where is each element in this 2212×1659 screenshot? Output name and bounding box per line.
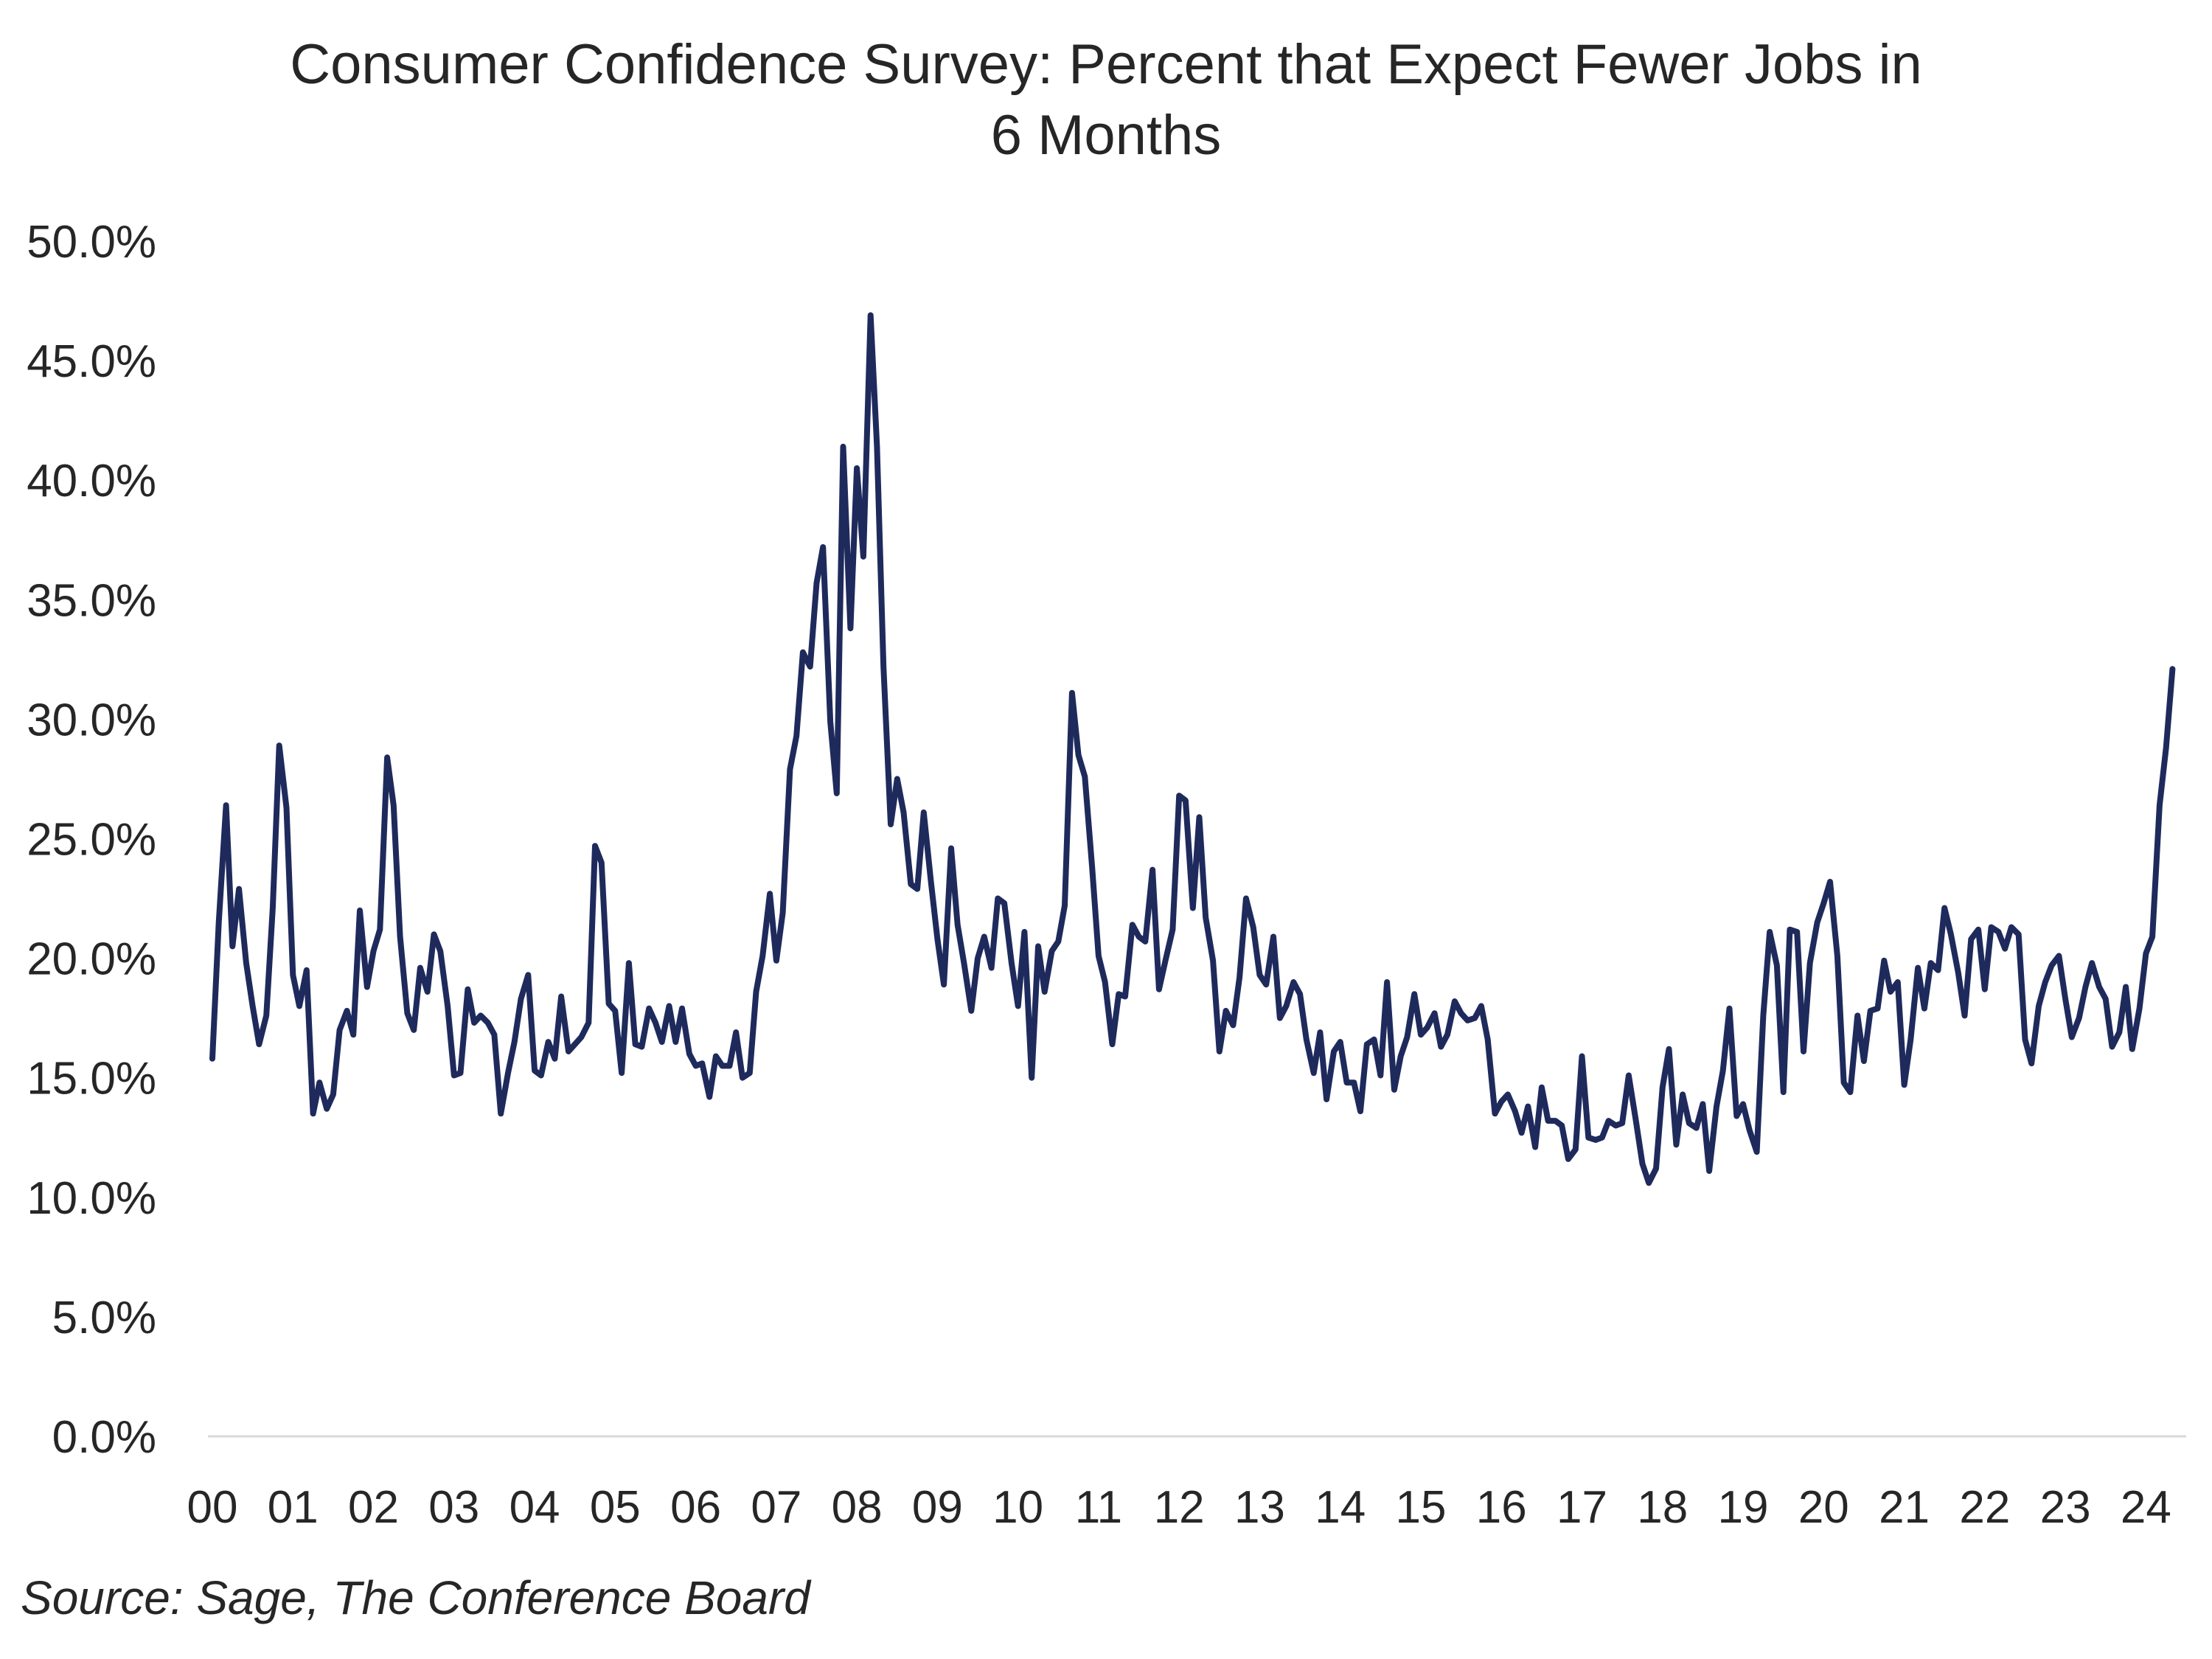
y-tick-label: 40.0% <box>27 456 156 507</box>
x-tick-label: 18 <box>1637 1482 1688 1533</box>
y-tick-label: 0.0% <box>52 1412 156 1463</box>
x-tick-label: 17 <box>1557 1482 1607 1533</box>
y-tick-label: 20.0% <box>27 934 156 985</box>
x-tick-label: 02 <box>348 1482 399 1533</box>
x-tick-label: 16 <box>1476 1482 1527 1533</box>
x-tick-label: 12 <box>1154 1482 1205 1533</box>
x-tick-label: 10 <box>992 1482 1043 1533</box>
series-line <box>209 312 2176 1186</box>
x-tick-label: 07 <box>751 1482 801 1533</box>
y-tick-label: 45.0% <box>27 336 156 387</box>
y-axis: 0.0% 5.0% 10.0% 15.0% 20.0% 25.0% 30.0% 35.0% 40… <box>27 217 156 1463</box>
series-group <box>209 312 2176 1186</box>
x-tick-label: 04 <box>509 1482 560 1533</box>
y-tick-label: 25.0% <box>27 815 156 866</box>
x-tick-label: 22 <box>1959 1482 2010 1533</box>
y-tick-label: 15.0% <box>27 1054 156 1105</box>
y-tick-label: 35.0% <box>27 575 156 626</box>
x-tick-label: 00 <box>187 1482 238 1533</box>
x-tick-label: 23 <box>2040 1482 2091 1533</box>
x-tick-label: 24 <box>2121 1482 2171 1533</box>
chart-title-line-1: Consumer Confidence Survey: Percent that… <box>290 33 1922 96</box>
x-tick-label: 11 <box>1075 1482 1122 1533</box>
x-tick-label: 21 <box>1879 1482 1930 1533</box>
x-tick-label: 15 <box>1395 1482 1446 1533</box>
x-tick-label: 09 <box>912 1482 963 1533</box>
chart-title-line-2: 6 Months <box>990 104 1222 167</box>
x-tick-label: 14 <box>1315 1482 1366 1533</box>
x-tick-label: 01 <box>268 1482 319 1533</box>
x-tick-label: 19 <box>1718 1482 1769 1533</box>
y-tick-label: 10.0% <box>27 1173 156 1224</box>
x-tick-label: 13 <box>1234 1482 1285 1533</box>
source-note: Source: Sage, The Conference Board <box>21 1571 810 1624</box>
x-tick-label: 03 <box>428 1482 479 1533</box>
y-tick-label: 5.0% <box>52 1293 156 1343</box>
y-tick-label: 50.0% <box>27 217 156 268</box>
y-tick-label: 30.0% <box>27 695 156 745</box>
chart-title: Consumer Confidence Survey: Percent that… <box>0 29 2212 171</box>
x-tick-label: 20 <box>1798 1482 1849 1533</box>
x-axis: 00 01 02 03 04 05 06 07 08 09 10 11 12 13 14 15 16 17 18 19… <box>187 1435 2186 1533</box>
x-tick-label: 08 <box>832 1482 883 1533</box>
x-tick-label: 05 <box>590 1482 641 1533</box>
x-tick-label: 06 <box>670 1482 721 1533</box>
